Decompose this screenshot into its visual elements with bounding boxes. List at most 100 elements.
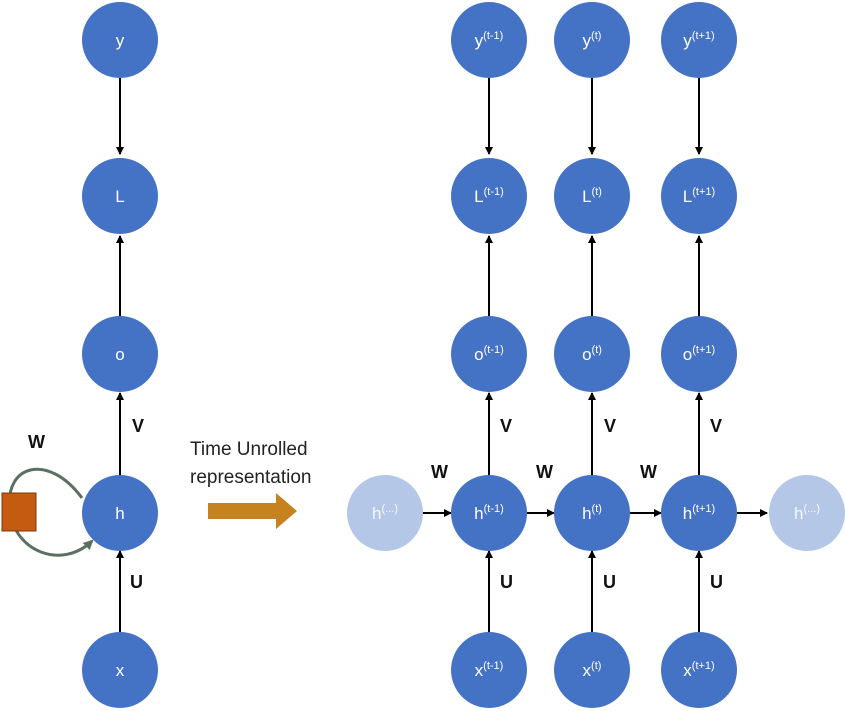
- node-y-2-base: y: [683, 31, 692, 50]
- unroll-arrow: [208, 493, 297, 529]
- caption-line-2: representation: [190, 467, 311, 488]
- timestep-column-0: V U y(t-1) L(t-1) o(t-1) h(t-1) x(t-1): [451, 2, 527, 708]
- node-h-prev: h(...): [347, 475, 423, 551]
- node-h-2-base: h: [683, 504, 692, 523]
- weight-U-label-2: U: [710, 572, 723, 592]
- node-x-2: x(t+1): [661, 632, 737, 708]
- weight-U-label: U: [130, 572, 143, 592]
- timestep-column-2: V U y(t+1) L(t+1) o(t+1) h(t+1) x(t+1): [661, 2, 737, 708]
- node-o-1-base: o: [582, 345, 591, 364]
- svg-text:L(t): L(t): [582, 186, 602, 206]
- node-L: L: [82, 158, 158, 234]
- node-y: y: [82, 2, 158, 78]
- node-x-2-sup: (t+1): [692, 660, 715, 672]
- folded-rnn: y L o h x W V U: [1, 2, 158, 708]
- unrolled-W-label-0: W: [431, 462, 448, 482]
- weight-W-label: W: [28, 432, 45, 452]
- weight-U-label-1: U: [603, 572, 616, 592]
- node-y-0-sup: (t-1): [483, 30, 503, 42]
- node-h-label: h: [115, 504, 124, 523]
- weight-U-label-0: U: [500, 572, 513, 592]
- node-L-1-base: L: [582, 187, 591, 206]
- node-L-1: L(t): [554, 158, 630, 234]
- svg-text:x(t+1): x(t+1): [683, 660, 714, 680]
- svg-text:o(t-1): o(t-1): [474, 344, 504, 364]
- node-y-label: y: [116, 31, 125, 50]
- node-y-2-sup: (t+1): [692, 30, 715, 42]
- node-o-0-sup: (t-1): [484, 344, 504, 356]
- node-x-label: x: [116, 661, 125, 680]
- node-L-0-sup: (t-1): [484, 186, 504, 198]
- node-h-next: h(...): [769, 475, 845, 551]
- svg-text:L(t-1): L(t-1): [474, 186, 504, 206]
- node-y-1: y(t): [554, 2, 630, 78]
- node-L-0-base: L: [474, 187, 483, 206]
- svg-text:y(t): y(t): [583, 30, 602, 50]
- weight-V-label: V: [132, 416, 144, 436]
- svg-text:h(t): h(t): [582, 503, 602, 523]
- node-L-1-sup: (t): [592, 186, 602, 198]
- node-y-2: y(t+1): [661, 2, 737, 78]
- timestep-column-1: V U y(t) L(t) o(t) h(t) x(t): [554, 2, 630, 708]
- node-h-2: h(t+1): [661, 475, 737, 551]
- node-o: o: [82, 316, 158, 392]
- node-x-0-base: x: [475, 661, 484, 680]
- node-h-0-sup: (t-1): [484, 503, 504, 515]
- svg-text:h(...): h(...): [794, 503, 820, 523]
- svg-text:y(t-1): y(t-1): [475, 30, 504, 50]
- node-o-2-base: o: [683, 345, 692, 364]
- unrolled-rnn: h(...) h(...) W W W V U y(t-1): [347, 2, 845, 708]
- node-h-next-base: h: [794, 504, 803, 523]
- node-o-2-sup: (t+1): [692, 344, 715, 356]
- node-h-1-base: h: [582, 504, 591, 523]
- svg-text:h(t+1): h(t+1): [683, 503, 715, 523]
- node-x-1-sup: (t): [591, 660, 601, 672]
- node-o-label: o: [115, 345, 124, 364]
- weight-V-label-1: V: [604, 416, 616, 436]
- svg-text:h(...): h(...): [372, 503, 398, 523]
- weight-V-label-2: V: [710, 416, 722, 436]
- node-h: h: [82, 475, 158, 551]
- node-x-2-base: x: [683, 661, 692, 680]
- svg-text:o(t+1): o(t+1): [683, 344, 715, 364]
- node-h-0-base: h: [474, 504, 483, 523]
- node-L-2: L(t+1): [661, 158, 737, 234]
- unrolled-W-label-1: W: [536, 462, 553, 482]
- svg-text:o(t): o(t): [582, 344, 602, 364]
- node-y-1-sup: (t): [591, 30, 601, 42]
- node-o-1-sup: (t): [592, 344, 602, 356]
- node-x-1: x(t): [554, 632, 630, 708]
- node-o-0: o(t-1): [451, 316, 527, 392]
- node-x: x: [82, 632, 158, 708]
- recurrent-delay-box: [1, 492, 37, 532]
- node-h-prev-sup: (...): [381, 503, 398, 515]
- node-o-0-base: o: [474, 345, 483, 364]
- svg-text:x(t-1): x(t-1): [475, 660, 504, 680]
- node-h-next-sup: (...): [803, 503, 820, 515]
- svg-text:L(t+1): L(t+1): [683, 186, 715, 206]
- node-y-1-base: y: [583, 31, 592, 50]
- transition: Time Unrolled representation: [190, 439, 311, 529]
- node-L-label: L: [115, 187, 124, 206]
- node-h-0: h(t-1): [451, 475, 527, 551]
- node-x-0: x(t-1): [451, 632, 527, 708]
- node-y-0: y(t-1): [451, 2, 527, 78]
- weight-V-label-0: V: [500, 416, 512, 436]
- node-o-2: o(t+1): [661, 316, 737, 392]
- node-o-1: o(t): [554, 316, 630, 392]
- node-h-1-sup: (t): [592, 503, 602, 515]
- node-h-1: h(t): [554, 475, 630, 551]
- node-x-0-sup: (t-1): [483, 660, 503, 672]
- node-L-0: L(t-1): [451, 158, 527, 234]
- node-y-0-base: y: [475, 31, 484, 50]
- caption-line-1: Time Unrolled: [190, 439, 308, 460]
- unrolled-W-label-2: W: [640, 462, 657, 482]
- node-L-2-sup: (t+1): [692, 186, 715, 198]
- svg-text:x(t): x(t): [583, 660, 602, 680]
- node-x-1-base: x: [583, 661, 592, 680]
- svg-text:h(t-1): h(t-1): [474, 503, 504, 523]
- node-h-2-sup: (t+1): [692, 503, 715, 515]
- node-L-2-base: L: [683, 187, 692, 206]
- svg-text:y(t+1): y(t+1): [683, 30, 714, 50]
